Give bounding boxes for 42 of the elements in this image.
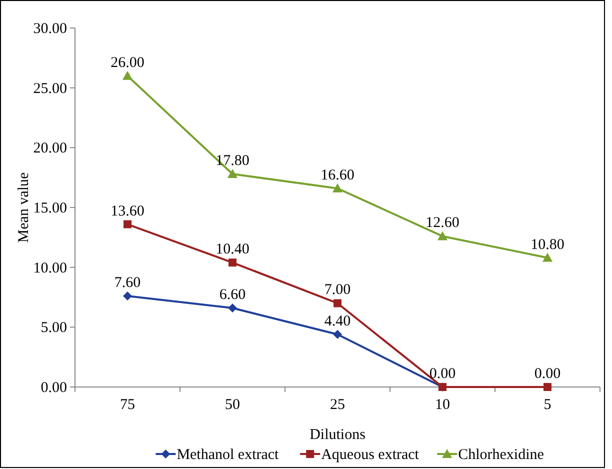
point [332, 183, 342, 192]
point [124, 220, 132, 228]
data-label: 13.60 [110, 203, 144, 220]
point [123, 292, 132, 301]
point [228, 168, 238, 178]
data-label: 0.00 [534, 366, 561, 382]
point [544, 383, 552, 391]
data-label: 7.00 [324, 282, 351, 298]
legend-label: Methanol extract [176, 447, 280, 463]
y-tick-label: 5.00 [40, 320, 67, 336]
y-tick-label: 25.00 [33, 80, 67, 97]
x-tick-label: 5 [544, 397, 552, 413]
point [228, 304, 237, 313]
y-tick-label: 15.00 [33, 200, 67, 216]
point [228, 258, 236, 267]
data-label: 10.80 [530, 236, 564, 253]
data-label: 0.00 [429, 366, 456, 382]
y-tick-label: 20.00 [33, 140, 67, 157]
x-tick-label: 75 [120, 397, 135, 413]
legend-label: Chlorhexidine [458, 447, 544, 463]
x-tick-label: 50 [225, 397, 240, 413]
data-label: 6.60 [219, 287, 246, 304]
y-tick-label: 30.00 [33, 21, 67, 37]
data-label: 17.80 [216, 152, 250, 169]
point [122, 70, 132, 80]
data-label: 7.60 [114, 275, 141, 292]
y-tick-label: 10.00 [33, 260, 67, 276]
y-tick-label: 0.00 [40, 380, 67, 396]
data-label: 26.00 [110, 54, 144, 71]
data-label: 16.60 [320, 167, 354, 184]
legend-label: Aqueous extract [321, 447, 420, 463]
point [542, 252, 552, 262]
data-label: 4.40 [324, 313, 351, 330]
x-tick-label: 10 [435, 397, 450, 413]
point [438, 231, 448, 240]
point [334, 299, 342, 308]
x-axis-title: Dilutions [310, 427, 366, 443]
x-tick-label: 25 [330, 397, 345, 413]
y-axis-title: Mean value [16, 172, 32, 243]
data-label: 10.40 [216, 242, 250, 258]
data-label: 12.60 [426, 215, 460, 232]
point [333, 330, 342, 339]
